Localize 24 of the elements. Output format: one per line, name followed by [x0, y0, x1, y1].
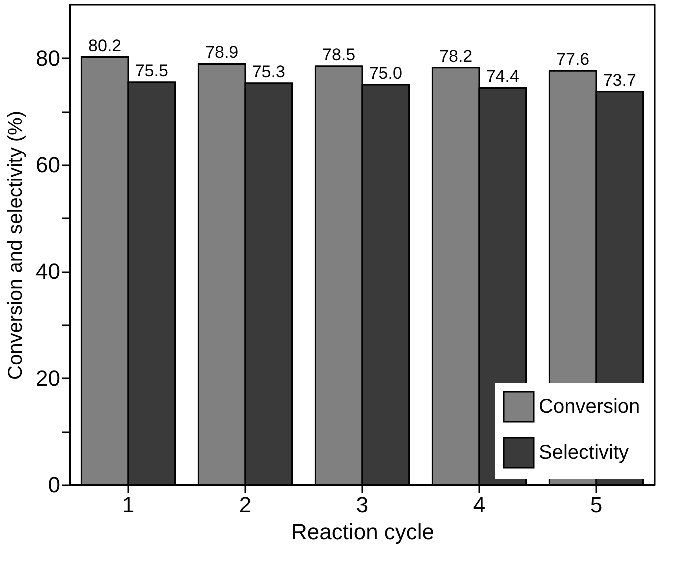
y-tick-label: 80 — [36, 46, 60, 71]
data-label: 78.9 — [206, 43, 239, 62]
x-tick-label: 3 — [356, 492, 369, 518]
data-label: 75.5 — [135, 61, 168, 80]
y-axis-title: Conversion and selectivity (%) — [5, 111, 28, 380]
x-tick-label: 5 — [590, 492, 603, 518]
data-label: 73.7 — [603, 70, 636, 90]
x-axis-title: Reaction cycle — [291, 520, 435, 544]
y-tick-label: 60 — [36, 152, 60, 178]
x-tick-label: 4 — [473, 492, 486, 518]
y-tick-label: 40 — [36, 259, 60, 284]
legend-label: Selectivity — [539, 442, 630, 464]
legend-label: Conversion — [539, 396, 640, 418]
data-label: 80.2 — [88, 36, 122, 56]
y-tick-label: 20 — [36, 366, 60, 391]
x-tick-label: 1 — [122, 492, 135, 518]
y-tick-label: 0 — [48, 472, 60, 498]
data-label: 74.4 — [486, 67, 520, 86]
data-label: 78.2 — [440, 46, 473, 66]
data-label: 75.0 — [369, 64, 402, 83]
x-tick-label: 2 — [239, 492, 252, 518]
data-label: 78.5 — [322, 45, 356, 64]
data-label: 75.3 — [252, 62, 286, 82]
data-label: 77.6 — [556, 50, 590, 70]
